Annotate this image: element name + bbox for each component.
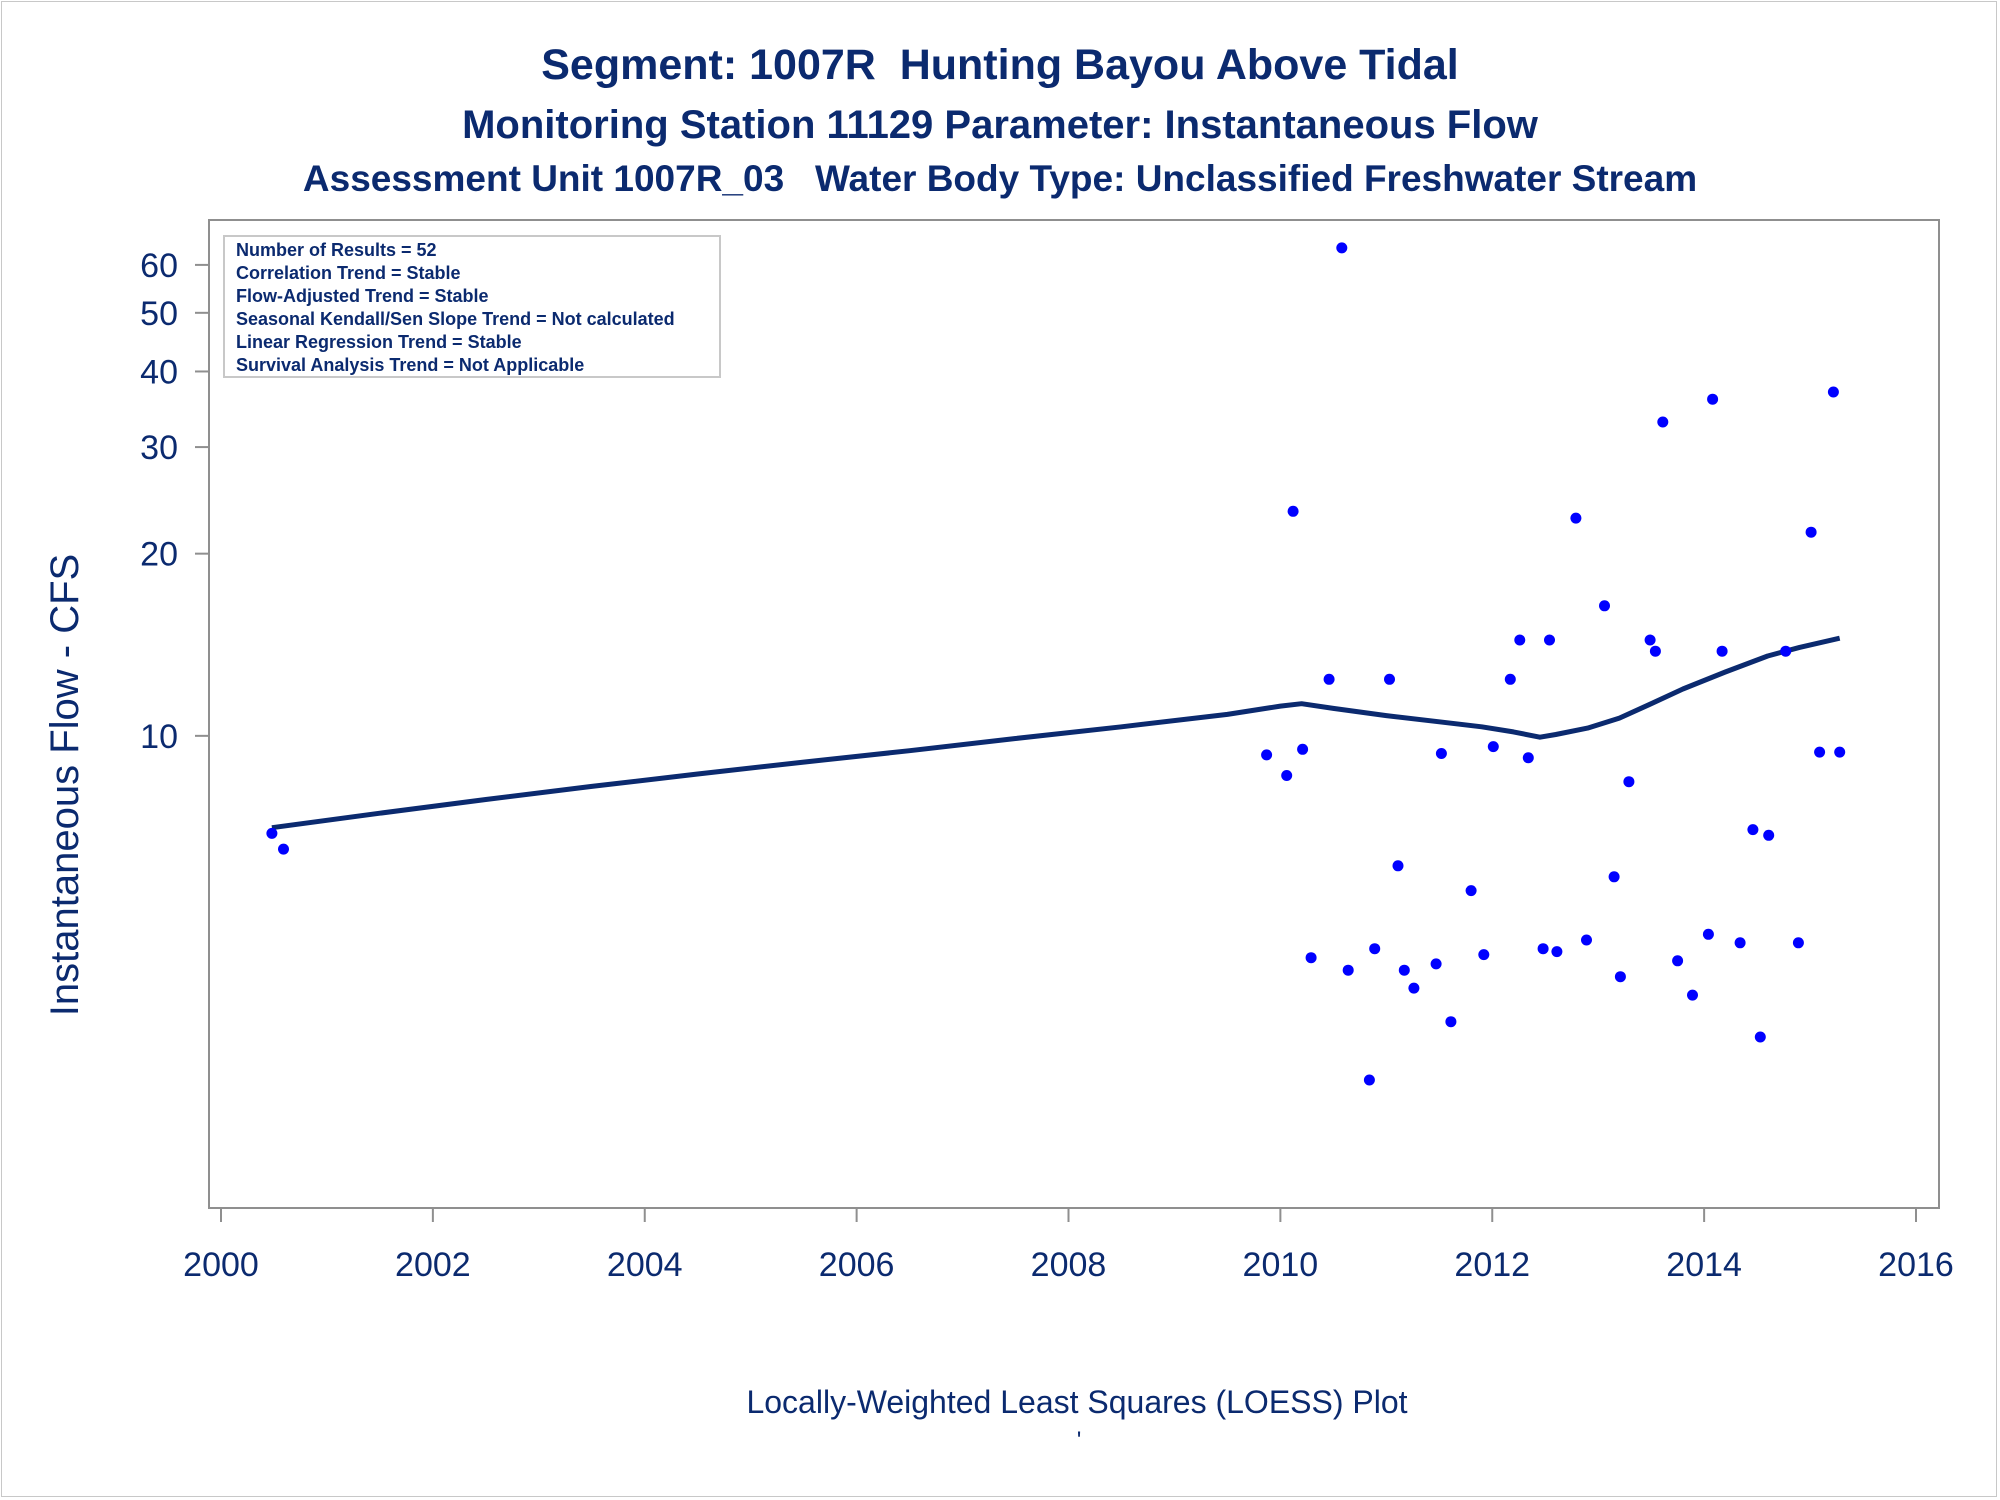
data-point [1649,645,1661,657]
data-point [1827,386,1839,398]
x-tick-label: 2010 [1243,1246,1319,1284]
stat-linear-regression-trend: Linear Regression Trend = Stable [236,332,522,352]
data-point [1369,943,1381,955]
y-tick-label: 50 [140,295,178,333]
x-tick-label: 2004 [607,1246,683,1284]
data-point [1551,946,1563,958]
y-tick-label: 30 [140,429,178,467]
data-point [1747,824,1759,836]
data-point [1792,937,1804,949]
data-point [1430,958,1442,970]
stat-flow-adjusted-trend: Flow-Adjusted Trend = Stable [236,286,489,306]
x-tick-label: 2014 [1666,1246,1742,1284]
x-tick-label: 2006 [819,1246,895,1284]
data-point [1702,928,1714,940]
data-point [1763,829,1775,841]
data-point [1514,634,1526,646]
data-point [1435,748,1447,759]
data-point [1323,673,1335,685]
data-point [1599,600,1610,612]
data-point [1281,770,1293,781]
y-tick-label: 20 [140,536,178,574]
chart-subtitle-2: Assessment Unit 1007R_03 Water Body Type… [303,158,1697,199]
stats-box: Number of Results = 52 Correlation Trend… [223,235,721,378]
data-point [1465,885,1477,897]
data-point [1623,776,1635,788]
data-point [1544,634,1555,646]
stat-correlation-trend: Correlation Trend = Stable [236,263,461,283]
data-point [1342,964,1354,976]
stat-number-of-results: Number of Results = 52 [236,240,437,260]
loess-line [271,635,1841,831]
data-point [1834,746,1846,758]
data-point [1287,505,1299,517]
x-tick-label: 2012 [1454,1246,1530,1284]
data-point [1805,526,1817,538]
data-point [1707,393,1719,405]
data-point [1478,949,1490,961]
data-point [1487,741,1499,753]
data-point [266,827,278,839]
data-point [1408,982,1420,994]
stats-box-frame [223,235,721,378]
data-point [1814,746,1826,758]
y-axis-label: Instantaneous Flow - CFS [43,554,87,1016]
data-point [1504,673,1516,685]
data-point [1657,416,1669,428]
stat-survival-analysis-trend: Survival Analysis Trend = Not Applicable [236,355,584,375]
chart-title: Segment: 1007R Hunting Bayou Above Tidal [541,41,1459,89]
data-point [1398,964,1410,976]
x-tick-label: 2002 [395,1246,471,1284]
data-point [1445,1016,1457,1028]
y-tick-label: 60 [140,247,178,285]
chart-subtitle: Monitoring Station 11129 Parameter: Inst… [462,103,1539,147]
data-point [1608,871,1620,883]
data-point [1644,634,1656,646]
data-point [1734,937,1746,949]
y-tick-label: 10 [140,718,178,756]
x-tick-label: 2008 [1031,1246,1107,1284]
x-axis: 2000 2002 2004 2006 2008 2010 2012 2014 2016 [183,1208,1954,1284]
data-point [1672,955,1684,967]
stat-seasonal-kendall-trend: Seasonal Kendall/Sen Slope Trend = Not c… [236,309,675,329]
x-tick-label: 2016 [1878,1246,1954,1284]
data-point [1614,971,1626,983]
data-point [1581,934,1592,946]
data-point [1305,952,1317,964]
data-point [1754,1031,1766,1043]
chart-footnote-mark: ' [1077,1427,1082,1454]
data-point [1537,943,1549,955]
data-point [1297,743,1309,755]
plot-area [208,219,1940,1209]
data-point [1261,749,1273,761]
chart-footnote: Locally-Weighted Least Squares (LOESS) P… [746,1384,1407,1420]
x-tick-label: 2000 [183,1246,259,1284]
data-point [1336,242,1348,254]
data-point [278,843,289,855]
data-point [1384,673,1395,685]
data-point [1570,512,1582,524]
data-point [1522,752,1534,764]
y-tick-label: 40 [140,353,178,391]
y-axis: 10 20 30 40 50 60 [140,247,209,756]
loess-series [271,635,1841,831]
data-point [1716,645,1728,657]
data-point [1363,1074,1375,1086]
observation-series [266,242,1846,1086]
data-point [1687,989,1698,1001]
data-point [1392,860,1404,872]
data-point [1780,645,1792,657]
